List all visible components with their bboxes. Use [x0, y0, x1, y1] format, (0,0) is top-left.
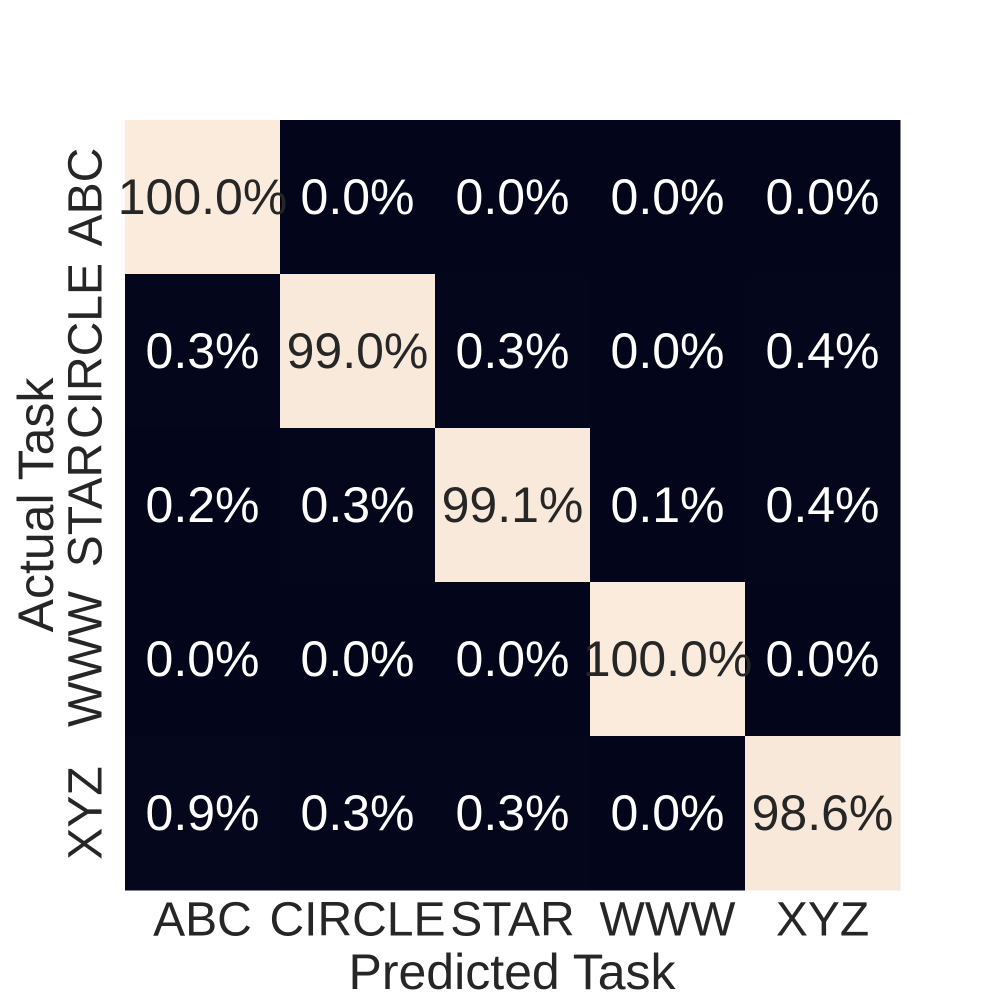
heatmap-cell	[435, 274, 591, 429]
heatmap-cell	[745, 582, 901, 737]
cell-value-label: 0.3%	[301, 477, 415, 533]
y-tick-label: ABC	[60, 148, 113, 247]
cell-value-label: 0.1%	[611, 477, 725, 533]
y-tick-label: XYZ	[60, 766, 113, 859]
x-tick-label: XYZ	[776, 894, 869, 947]
cell-value-label: 0.0%	[146, 631, 260, 687]
heatmap-cell	[590, 428, 746, 583]
y-tick-label: CIRCLE	[60, 263, 113, 439]
x-tick-label: CIRCLE	[269, 894, 445, 947]
heatmap-cell	[435, 120, 591, 275]
cell-value-label: 0.3%	[146, 323, 260, 379]
cell-value-label: 0.2%	[146, 477, 260, 533]
x-tick-label: STAR	[450, 894, 574, 947]
y-axis-label: Actual Task	[8, 377, 64, 633]
heatmap-cells	[125, 120, 901, 891]
heatmap-cell	[280, 120, 436, 275]
heatmap-cell	[590, 582, 746, 737]
cell-value-label: 0.0%	[456, 631, 570, 687]
cell-value-label: 0.0%	[611, 323, 725, 379]
heatmap-cell	[590, 274, 746, 429]
cell-value-label: 0.0%	[611, 169, 725, 225]
cell-value-label: 0.0%	[611, 785, 725, 841]
x-tick-labels: ABC CIRCLE STAR WWW XYZ	[153, 894, 869, 947]
cell-value-label: 99.0%	[287, 323, 429, 379]
heatmap-cell	[125, 274, 281, 429]
cell-value-label: 100.0%	[118, 169, 288, 225]
heatmap-cell	[435, 582, 591, 737]
cell-value-label: 0.3%	[301, 785, 415, 841]
heatmap-cell	[590, 736, 746, 891]
heatmap-annotations: 100.0% 0.0% 0.0% 0.0% 0.0%0.3% 99.0% 0.3% 0.0% 0…	[118, 169, 894, 841]
heatmap-cell	[280, 582, 436, 737]
x-axis-label: Predicted Task	[348, 944, 676, 1000]
cell-value-label: 0.0%	[301, 631, 415, 687]
heatmap-cell	[745, 274, 901, 429]
cell-value-label: 0.3%	[456, 785, 570, 841]
heatmap-cell	[435, 736, 591, 891]
cell-value-label: 0.3%	[456, 323, 570, 379]
heatmap-cell	[125, 736, 281, 891]
y-tick-label: WWW	[60, 590, 113, 727]
heatmap-cell	[125, 120, 281, 275]
cell-value-label: 98.6%	[752, 785, 894, 841]
cell-value-label: 0.0%	[766, 169, 880, 225]
heatmap-cell	[125, 428, 281, 583]
x-tick-label: WWW	[600, 894, 737, 947]
cell-value-label: 0.0%	[766, 631, 880, 687]
cell-value-label: 0.0%	[456, 169, 570, 225]
heatmap-cell	[280, 274, 436, 429]
cell-value-label: 0.4%	[766, 477, 880, 533]
cell-value-label: 0.0%	[301, 169, 415, 225]
heatmap-cell	[280, 736, 436, 891]
y-tick-label: STAR	[60, 443, 113, 567]
x-tick-label: ABC	[153, 894, 252, 947]
heatmap-cell	[590, 120, 746, 275]
heatmap-cell	[745, 428, 901, 583]
heatmap-cell	[435, 428, 591, 583]
cell-value-label: 0.9%	[146, 785, 260, 841]
heatmap-cell	[745, 736, 901, 891]
cell-value-label: 0.4%	[766, 323, 880, 379]
heatmap-cell	[125, 582, 281, 737]
heatmap-cell	[280, 428, 436, 583]
cell-value-label: 99.1%	[442, 477, 584, 533]
heatmap-cell	[745, 120, 901, 275]
cell-value-label: 100.0%	[583, 631, 753, 687]
